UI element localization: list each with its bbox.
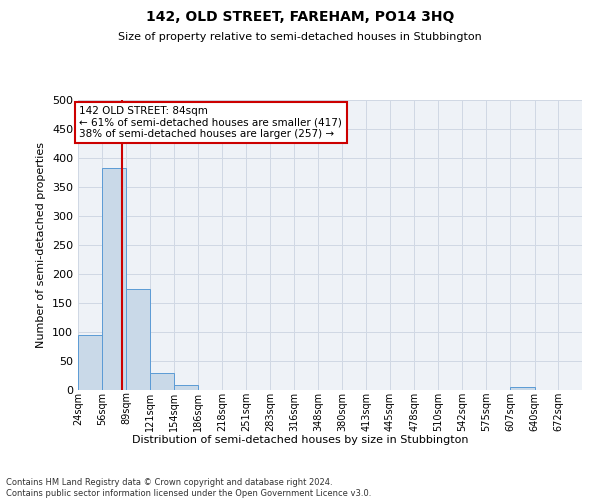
Text: Distribution of semi-detached houses by size in Stubbington: Distribution of semi-detached houses by …	[132, 435, 468, 445]
Bar	[126, 289, 150, 390]
Bar	[175, 385, 198, 390]
Text: 142, OLD STREET, FAREHAM, PO14 3HQ: 142, OLD STREET, FAREHAM, PO14 3HQ	[146, 10, 454, 24]
Bar	[150, 372, 175, 390]
Text: Size of property relative to semi-detached houses in Stubbington: Size of property relative to semi-detach…	[118, 32, 482, 42]
Bar	[102, 168, 126, 390]
Text: 142 OLD STREET: 84sqm
← 61% of semi-detached houses are smaller (417)
38% of sem: 142 OLD STREET: 84sqm ← 61% of semi-deta…	[79, 106, 343, 139]
Text: Contains HM Land Registry data © Crown copyright and database right 2024.
Contai: Contains HM Land Registry data © Crown c…	[6, 478, 371, 498]
Bar	[510, 387, 535, 390]
Y-axis label: Number of semi-detached properties: Number of semi-detached properties	[37, 142, 46, 348]
Bar	[78, 335, 102, 390]
